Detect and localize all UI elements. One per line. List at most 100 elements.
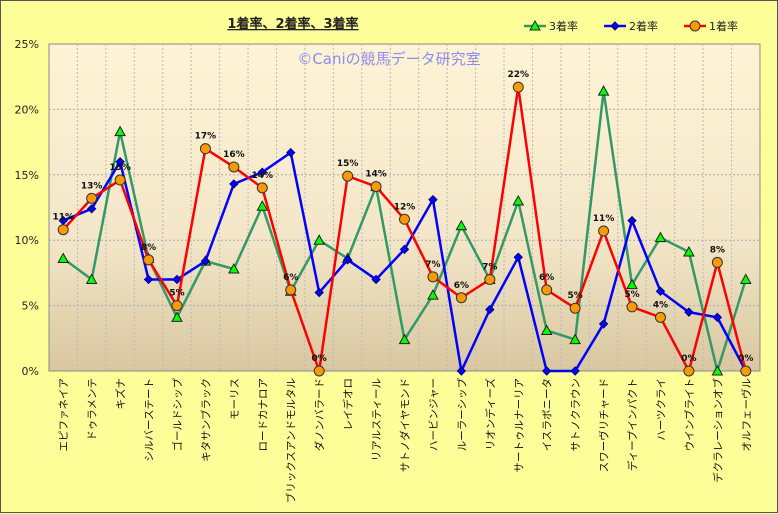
x-tick-label: ダノンバラード	[313, 378, 326, 451]
data-point-triangle	[569, 333, 581, 345]
data-label: 17%	[195, 132, 217, 142]
data-point-triangle	[313, 234, 326, 245]
data-point-circle	[569, 302, 581, 314]
x-tick-label: キタサンブラック	[199, 378, 212, 462]
data-point-diamond	[610, 21, 620, 31]
data-label: 0%	[681, 354, 696, 364]
data-point-circle	[512, 81, 524, 93]
legend-label: 2着率	[629, 19, 658, 33]
data-point-diamond	[115, 157, 125, 167]
data-point-circle	[199, 143, 211, 155]
data-point-diamond	[371, 274, 381, 285]
data-point-circle	[626, 301, 638, 313]
data-point-circle	[740, 365, 752, 377]
data-point-triangle	[540, 324, 553, 335]
data-point-circle	[654, 311, 666, 323]
x-tick-label: リオンディーズ	[484, 378, 497, 450]
data-point-diamond	[598, 319, 609, 329]
x-tick-label: サトノクラウン	[570, 378, 582, 452]
y-tick-label: 5%	[22, 300, 39, 313]
data-point-circle	[342, 170, 354, 182]
data-label: 5%	[624, 290, 639, 300]
data-point-circle	[427, 271, 439, 283]
x-tick-label: ドゥラメンテ	[87, 378, 99, 441]
data-point-circle	[114, 174, 126, 186]
y-tick-label: 15%	[15, 169, 39, 182]
x-tick-label: ディープインパクト	[626, 378, 639, 471]
data-point-triangle	[739, 273, 752, 284]
data-point-diamond	[570, 366, 580, 376]
data-point-diamond	[428, 194, 438, 205]
data-label: 0%	[312, 354, 327, 364]
data-label: 11%	[593, 214, 615, 224]
x-tick-label: ハーツクライ	[655, 378, 667, 441]
data-point-triangle	[398, 333, 411, 345]
x-tick-label: キズナ	[114, 378, 127, 410]
data-point-diamond	[399, 244, 410, 255]
data-point-circle	[399, 213, 410, 225]
data-point-diamond	[257, 167, 268, 177]
data-label: 14%	[252, 171, 274, 181]
x-tick-label: ハービンジャー	[428, 378, 440, 451]
data-label: 15%	[109, 163, 131, 173]
data-point-circle	[313, 365, 325, 377]
data-point-diamond	[684, 307, 694, 317]
data-point-diamond	[485, 304, 495, 315]
data-point-circle	[285, 284, 297, 296]
x-tick-label: サートゥルナーリア	[513, 378, 525, 473]
data-point-circle	[256, 182, 268, 194]
data-point-triangle	[512, 194, 525, 206]
legend-label: 3着率	[549, 19, 578, 33]
x-tick-label: モーリス	[229, 378, 241, 420]
data-point-diamond	[655, 286, 666, 296]
data-label: 11%	[52, 213, 74, 223]
data-label: 16%	[223, 150, 245, 160]
x-tick-label: ウインブライト	[683, 378, 696, 451]
data-point-triangle	[114, 125, 126, 137]
data-point-diamond	[229, 179, 239, 189]
data-point-diamond	[627, 215, 637, 226]
x-tick-label: ブリックスアンドモルタル	[285, 378, 298, 503]
x-tick-label: エピファネイア	[58, 378, 70, 452]
watermark: ©Caniの競馬データ研究室	[297, 50, 480, 68]
legend-item: 3着率	[524, 19, 578, 33]
data-point-triangle	[171, 311, 183, 322]
data-point-diamond	[314, 287, 324, 298]
x-tick-label: ゴールドシップ	[171, 378, 184, 452]
data-label: 13%	[81, 181, 103, 191]
x-tick-label: オルフェーヴル	[740, 378, 753, 452]
data-label: 6%	[539, 273, 554, 283]
data-point-circle	[171, 300, 183, 312]
data-point-circle	[598, 225, 610, 237]
data-label: 8%	[710, 245, 725, 255]
data-label: 0%	[738, 354, 753, 364]
data-point-diamond	[513, 252, 523, 262]
data-label: 7%	[425, 260, 440, 270]
data-label: 15%	[337, 159, 359, 169]
y-tick-label: 25%	[15, 38, 39, 51]
data-point-triangle	[427, 289, 439, 300]
chart-title: 1着率、2着率、3着率	[227, 16, 358, 32]
data-point-diamond	[541, 366, 552, 376]
data-point-triangle	[683, 245, 695, 257]
y-tick-label: 20%	[15, 103, 39, 116]
data-label: 12%	[394, 202, 416, 212]
data-point-triangle	[455, 219, 468, 231]
data-point-circle	[683, 365, 695, 377]
data-label: 7%	[482, 262, 497, 272]
data-point-circle	[57, 224, 69, 236]
data-label: 5%	[169, 289, 184, 299]
data-point-diamond	[86, 204, 97, 214]
x-tick-label: デクラレーションオブ	[711, 378, 724, 483]
x-tick-label: スワーヴリチャード	[598, 378, 611, 472]
data-point-triangle	[626, 278, 638, 290]
x-tick-label: リアルスティール	[371, 378, 383, 461]
data-point-diamond	[172, 274, 182, 285]
data-point-triangle	[529, 19, 541, 31]
x-tick-label: ロードカナロア	[257, 378, 269, 452]
x-tick-label: シルバーステート	[144, 378, 156, 461]
x-tick-label: ルーラーシップ	[456, 378, 468, 452]
data-point-triangle	[711, 364, 724, 376]
